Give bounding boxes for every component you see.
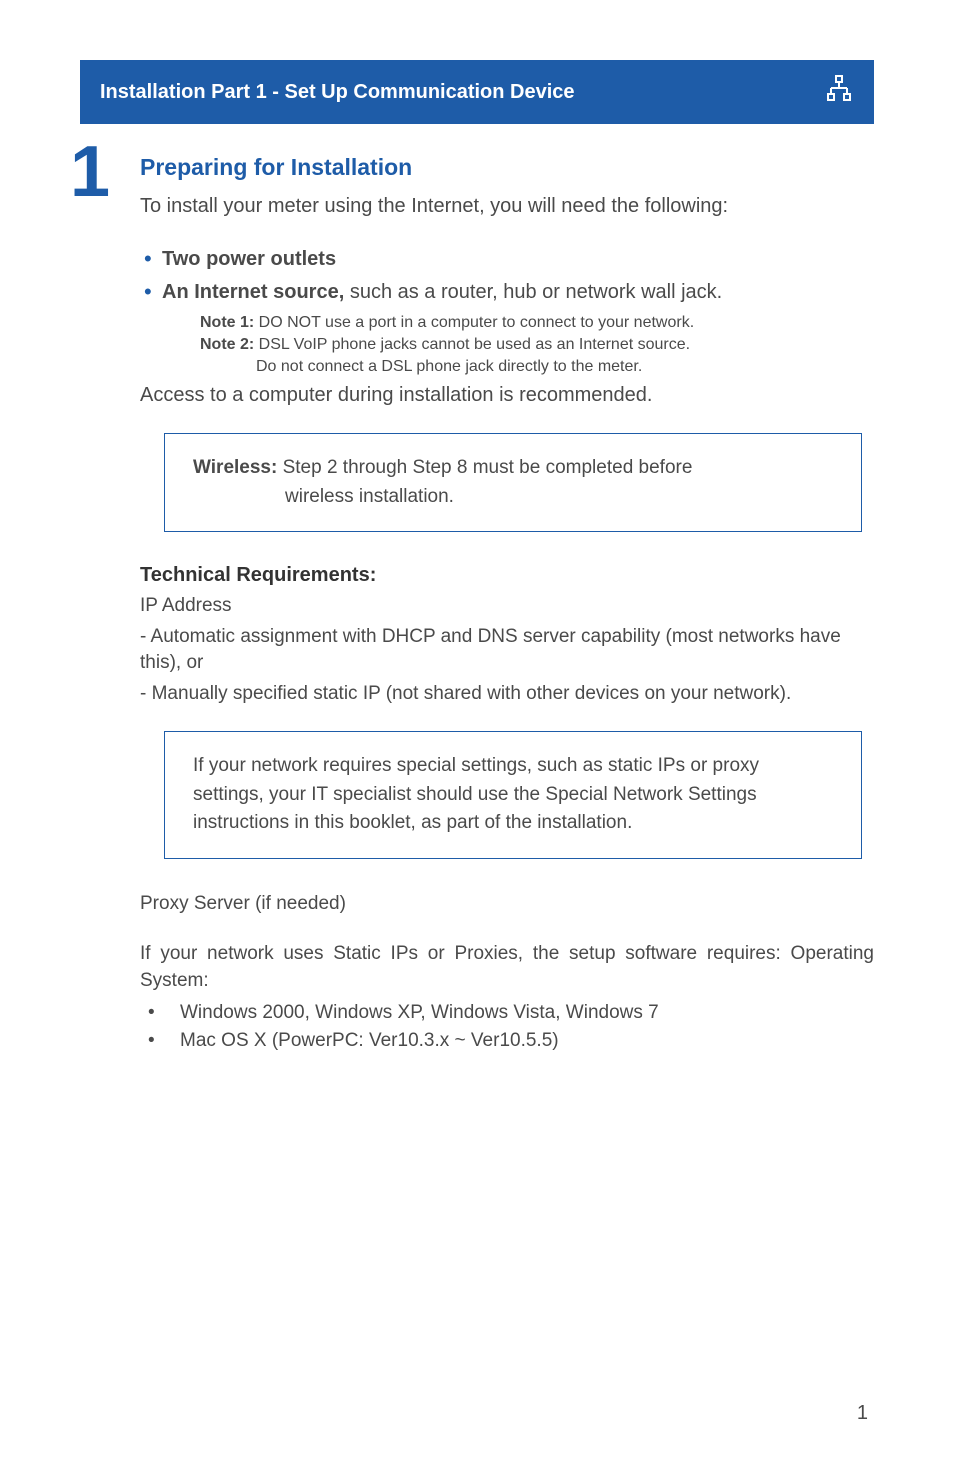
tech-req-heading: Technical Requirements: xyxy=(140,564,874,587)
list-item: An Internet source, such as a router, hu… xyxy=(140,281,874,304)
section-title: Preparing for Installation xyxy=(140,154,874,181)
content: 1 Preparing for Installation To install … xyxy=(80,154,874,1056)
wireless-label: Wireless: xyxy=(193,457,277,478)
bullet-bold: An Internet source, xyxy=(162,281,344,303)
note-text: DSL VoIP phone jacks cannot be used as a… xyxy=(254,336,690,353)
os-intro: If your network uses Static IPs or Proxi… xyxy=(140,941,874,994)
ip-line-1: - Automatic assignment with DHCP and DNS… xyxy=(140,624,874,677)
note-1: Note 1: DO NOT use a port in a computer … xyxy=(140,314,874,332)
list-item: Windows 2000, Windows XP, Windows Vista,… xyxy=(140,999,874,1028)
note-text: DO NOT use a port in a computer to conne… xyxy=(254,314,694,331)
wireless-text-2: wireless installation. xyxy=(193,483,833,512)
bullet-bold: Two power outlets xyxy=(162,248,336,270)
requirements-list: Two power outlets An Internet source, su… xyxy=(140,248,874,304)
list-item: Two power outlets xyxy=(140,248,874,271)
page: Installation Part 1 - Set Up Communicati… xyxy=(0,0,954,1475)
note-label: Note 2: xyxy=(200,336,254,353)
intro-text: To install your meter using the Internet… xyxy=(140,195,874,218)
os-list: Windows 2000, Windows XP, Windows Vista,… xyxy=(140,999,874,1056)
wireless-text: Step 2 through Step 8 must be completed … xyxy=(277,457,692,478)
ip-line-2: - Manually specified static IP (not shar… xyxy=(140,681,874,708)
wireless-callout: Wireless: Step 2 through Step 8 must be … xyxy=(164,433,862,532)
special-settings-callout: If your network requires special setting… xyxy=(164,731,862,859)
note-2-continue: Do not connect a DSL phone jack directly… xyxy=(140,358,874,376)
network-icon xyxy=(824,74,854,110)
list-item: Mac OS X (PowerPC: Ver10.3.x ~ Ver10.5.5… xyxy=(140,1027,874,1056)
header-bar: Installation Part 1 - Set Up Communicati… xyxy=(80,60,874,124)
ip-address-label: IP Address xyxy=(140,593,874,620)
note-label: Note 1: xyxy=(200,314,254,331)
proxy-label: Proxy Server (if needed) xyxy=(140,891,874,918)
header-title: Installation Part 1 - Set Up Communicati… xyxy=(100,81,575,104)
bullet-rest: such as a router, hub or network wall ja… xyxy=(344,281,722,303)
step-number: 1 xyxy=(70,136,110,208)
page-number: 1 xyxy=(857,1402,868,1425)
tech-requirements: Technical Requirements: IP Address - Aut… xyxy=(140,564,874,707)
note-2: Note 2: DSL VoIP phone jacks cannot be u… xyxy=(140,336,874,354)
access-line: Access to a computer during installation… xyxy=(140,384,874,407)
